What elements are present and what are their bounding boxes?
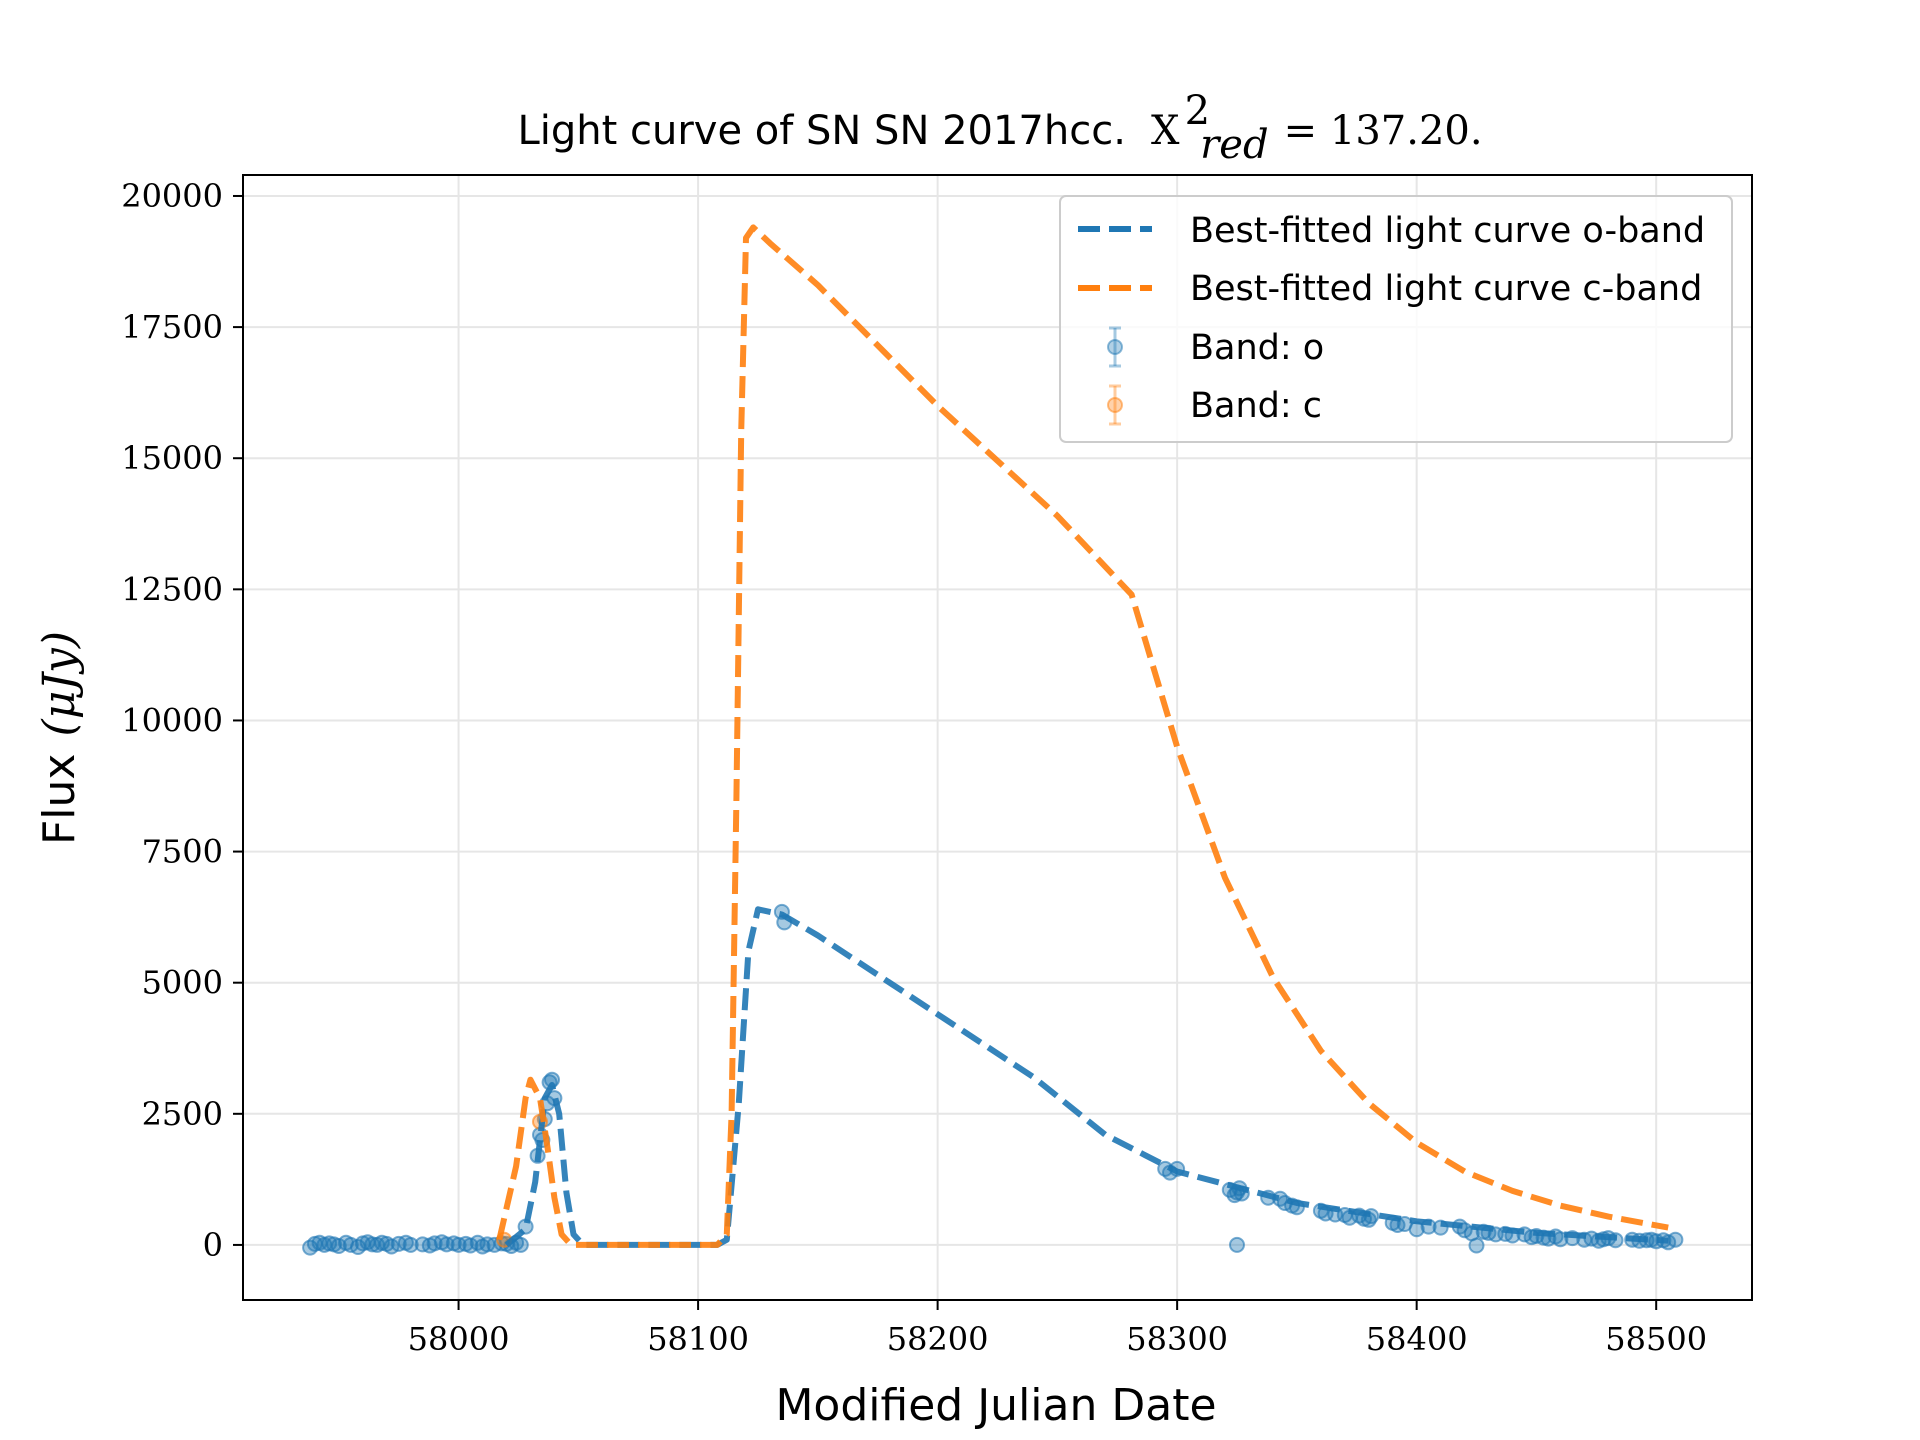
chart-title-chi-symbol: X bbox=[1151, 108, 1180, 154]
legend-o-marker-swatch bbox=[1107, 326, 1123, 368]
grid-lines bbox=[243, 175, 1752, 1300]
y-tick-label: 7500 bbox=[142, 833, 223, 871]
legend-c-marker-swatch bbox=[1107, 384, 1123, 426]
fitted-curve-c-band bbox=[496, 224, 1669, 1248]
legend: Best-fitted light curve o-band Best-fitt… bbox=[1059, 195, 1733, 443]
x-axis-ticks: 58000 58100 58200 58300 58400 58500 bbox=[408, 1300, 1707, 1358]
y-tick-label: 15000 bbox=[121, 439, 223, 477]
plot-frame bbox=[242, 174, 1753, 1301]
legend-o-marker-label: Band: o bbox=[1190, 328, 1324, 368]
data-point-band-o bbox=[402, 1236, 419, 1253]
x-tick-label: 58000 bbox=[408, 1320, 510, 1358]
legend-frame bbox=[1059, 195, 1733, 443]
x-tick-label: 58400 bbox=[1366, 1320, 1468, 1358]
chart-title-chi-subscript: red bbox=[1200, 122, 1268, 168]
y-tick-label: 5000 bbox=[142, 964, 223, 1002]
chart-title-text: Light curve of SN SN 2017hcc. bbox=[517, 108, 1126, 154]
y-tick-label: 2500 bbox=[142, 1095, 223, 1133]
x-tick-label: 58200 bbox=[887, 1320, 989, 1358]
y-tick-label: 20000 bbox=[121, 177, 223, 215]
x-tick-label: 58500 bbox=[1605, 1320, 1707, 1358]
data-point-band-o bbox=[1468, 1237, 1485, 1254]
x-tick-label: 58300 bbox=[1126, 1320, 1228, 1358]
data-point-band-o bbox=[1667, 1231, 1684, 1248]
data-point-band-o bbox=[1552, 1231, 1569, 1248]
legend-c-marker-label: Band: c bbox=[1190, 386, 1322, 426]
y-tick-label: 17500 bbox=[121, 308, 223, 346]
y-axis-label-unit: (μJy) bbox=[34, 631, 85, 736]
data-point-band-o bbox=[512, 1236, 529, 1253]
y-tick-label: 0 bbox=[203, 1226, 223, 1264]
x-tick-label: 58100 bbox=[647, 1320, 749, 1358]
series-layer bbox=[302, 224, 1684, 1256]
y-axis-ticks: 0 2500 5000 7500 10000 12500 15000 17500 20000 bbox=[121, 177, 243, 1264]
chart-title-chi-superscript: 2 bbox=[1185, 88, 1210, 134]
y-tick-label: 10000 bbox=[121, 701, 223, 739]
data-point-band-o bbox=[1229, 1236, 1245, 1253]
chart-title-chi-value: = 137.20. bbox=[1284, 108, 1483, 154]
y-axis-label: Flux (μJy) bbox=[34, 631, 85, 845]
legend-o-line-label: Best-fitted light curve o-band bbox=[1190, 211, 1705, 251]
y-tick-label: 12500 bbox=[121, 570, 223, 608]
chart-title: Light curve of SN SN 2017hcc. X 2 red = … bbox=[517, 88, 1482, 168]
legend-c-line-label: Best-fitted light curve c-band bbox=[1190, 269, 1702, 309]
fitted-curve-o-band bbox=[504, 906, 1669, 1248]
y-axis-label-text: Flux bbox=[34, 754, 85, 845]
x-axis-label: Modified Julian Date bbox=[775, 1380, 1216, 1431]
series-band-o-markers bbox=[302, 903, 1684, 1256]
